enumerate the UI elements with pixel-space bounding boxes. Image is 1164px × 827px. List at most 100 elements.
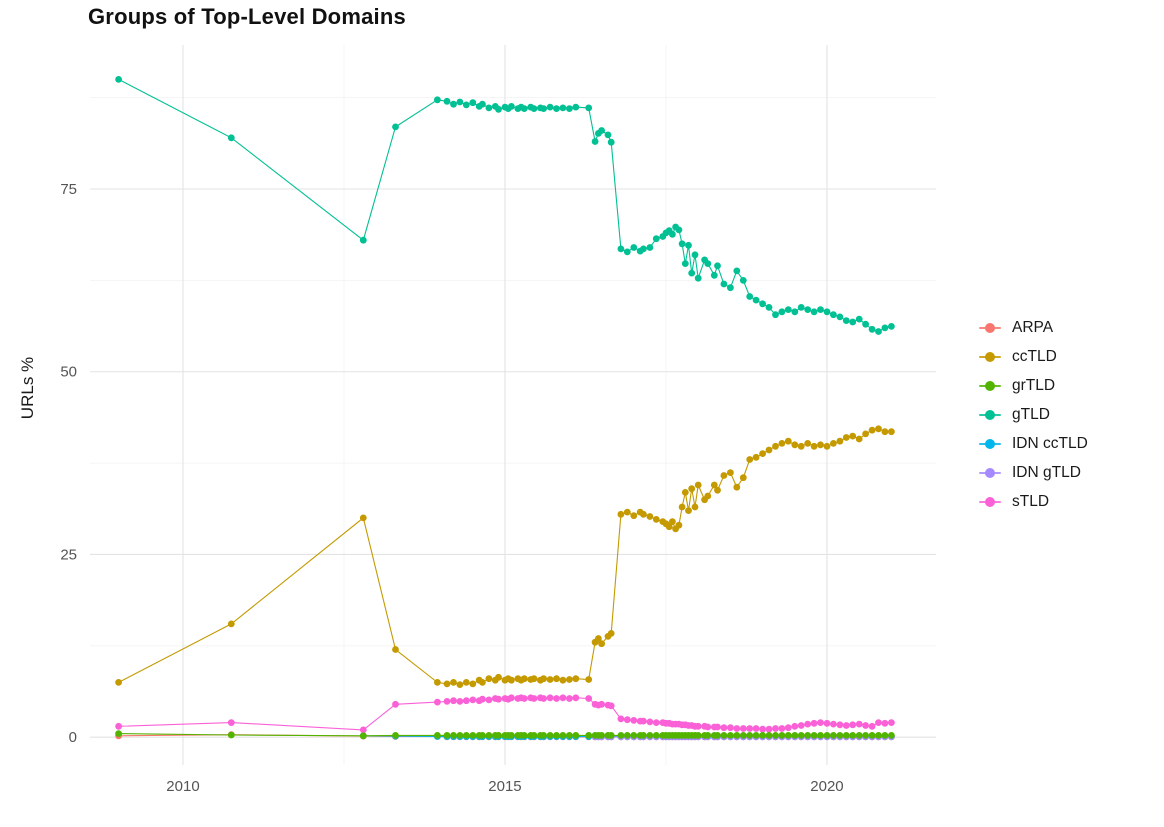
data-point-cctld [842, 434, 850, 441]
data-point-gtld [591, 138, 599, 145]
data-point-grtld [566, 732, 573, 739]
data-point-stld [462, 697, 470, 705]
legend: ARPA ccTLD grTLD gTLD IDN ccTLD IDN gTLD sTLD [978, 313, 1088, 516]
data-point-grtld [849, 732, 857, 739]
data-point-grtld [714, 732, 721, 739]
data-point-cctld [462, 679, 470, 686]
data-point-grtld [652, 732, 660, 739]
data-point-cctld [875, 425, 882, 433]
data-point-gtld [862, 320, 869, 328]
data-point-stld [704, 723, 712, 731]
legend-key-icon [978, 379, 1002, 393]
data-point-gtld [646, 244, 654, 251]
data-point-gtld [546, 103, 554, 111]
data-point-grtld [359, 732, 367, 740]
data-point-cctld [572, 675, 580, 683]
data-point-stld [797, 722, 805, 729]
data-point-cctld [868, 426, 876, 434]
data-point-cctld [855, 435, 863, 443]
gridlines-major [90, 45, 936, 765]
data-point-gtld [520, 105, 528, 112]
data-point-grtld [520, 732, 528, 739]
data-point-stld [714, 723, 721, 731]
data-point-stld [227, 719, 235, 726]
data-point-cctld [607, 630, 615, 637]
data-point-grtld [598, 732, 605, 739]
data-point-cctld [559, 676, 567, 684]
data-point-cctld [595, 635, 602, 642]
data-point-cctld [640, 510, 647, 518]
data-point-cctld [694, 481, 702, 489]
data-point-grtld [797, 732, 805, 739]
data-point-gtld [836, 313, 844, 321]
data-point-cctld [630, 512, 638, 520]
data-point-grtld [630, 732, 638, 739]
series-gtld [115, 76, 895, 335]
data-point-grtld [443, 732, 451, 739]
data-point-cctld [685, 507, 692, 514]
data-point-gtld [817, 306, 824, 313]
data-point-gtld [675, 226, 683, 234]
data-point-stld [694, 722, 702, 730]
data-point-gtld [830, 311, 837, 319]
data-point-stld [804, 720, 812, 728]
data-point-grtld [227, 731, 235, 739]
data-point-grtld [623, 732, 631, 739]
data-point-gtld [875, 328, 882, 335]
data-point-stld [652, 719, 660, 726]
data-point-gtld [720, 280, 728, 288]
data-point-stld [720, 724, 728, 732]
data-point-cctld [434, 679, 441, 686]
data-point-gtld [739, 277, 747, 284]
data-point-grtld [720, 732, 728, 739]
data-point-grtld [888, 732, 895, 739]
data-point-gtld [784, 306, 792, 313]
data-point-cctld [598, 640, 605, 648]
data-point-stld [810, 719, 818, 727]
data-point-grtld [462, 732, 470, 739]
data-point-cctld [817, 441, 824, 449]
data-point-grtld [733, 732, 741, 739]
data-point-gtld [479, 100, 486, 108]
y-tick-label: 0 [69, 729, 77, 746]
data-point-gtld [456, 98, 464, 106]
data-point-grtld [530, 732, 538, 739]
data-point-grtld [739, 732, 747, 739]
data-point-gtld [765, 304, 773, 311]
data-point-gtld [508, 103, 515, 110]
data-point-gtld [604, 131, 612, 139]
data-point-stld [359, 726, 367, 734]
data-point-cctld [227, 620, 235, 628]
data-point-gtld [752, 296, 760, 304]
data-point-gtld [791, 308, 799, 316]
data-point-cctld [495, 673, 502, 681]
data-point-stld [485, 696, 493, 704]
data-point-gtld [485, 104, 493, 112]
data-point-grtld [772, 732, 779, 739]
data-point-gtld [746, 293, 754, 300]
data-point-cctld [688, 485, 696, 493]
data-point-gtld [868, 325, 876, 333]
legend-item-idn-gtld: IDN gTLD [978, 458, 1088, 487]
data-point-cctld [784, 437, 792, 445]
data-point-gtld [727, 284, 734, 292]
data-point-cctld [669, 518, 676, 525]
data-point-stld [759, 725, 766, 733]
data-point-grtld [607, 732, 615, 739]
data-point-stld [456, 698, 464, 705]
data-point-gtld [888, 323, 895, 330]
data-point-stld [862, 722, 869, 729]
data-point-grtld [881, 732, 889, 739]
legend-label: ARPA [1012, 318, 1054, 336]
data-point-gtld [443, 97, 451, 105]
data-point-stld [553, 695, 560, 702]
data-point-stld [842, 722, 850, 729]
data-point-cctld [617, 510, 625, 518]
data-point-gtld [495, 105, 502, 113]
data-point-grtld [778, 732, 786, 739]
data-point-stld [623, 716, 631, 724]
data-point-cctld [733, 483, 741, 491]
data-point-cctld [746, 456, 754, 463]
